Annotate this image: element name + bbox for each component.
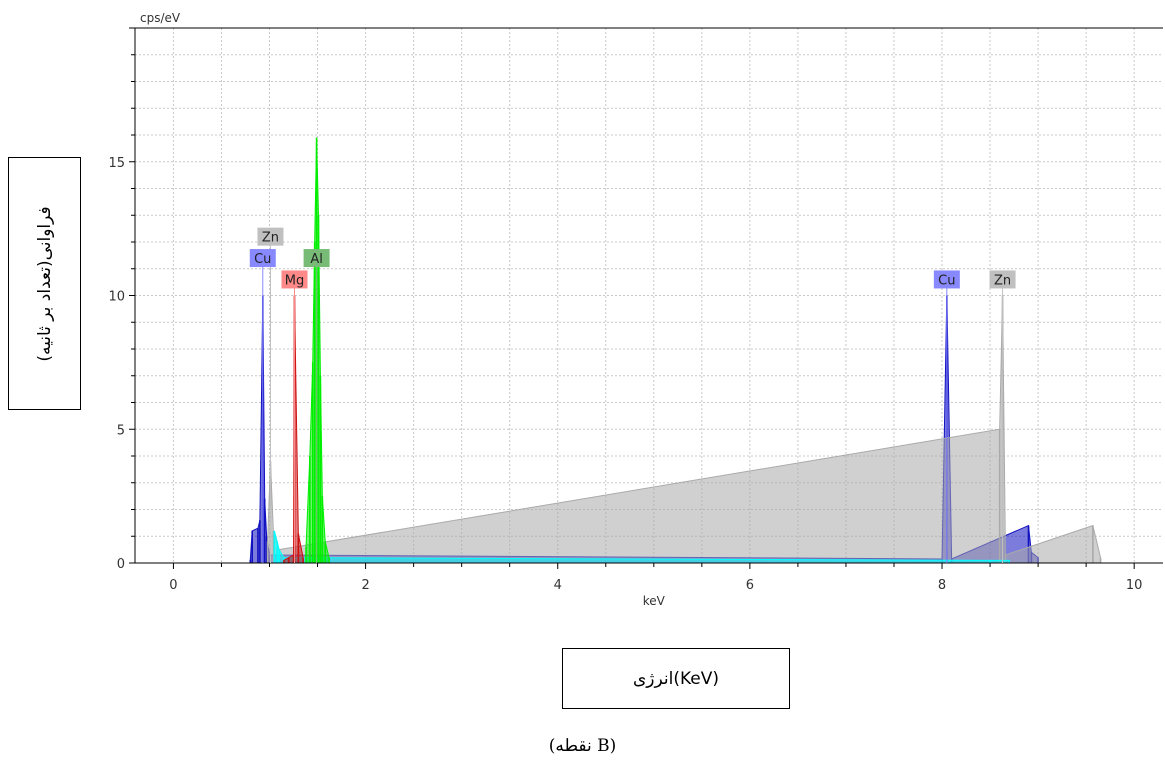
- peak-tag-label: Zn: [994, 273, 1011, 288]
- peak-tag-label: Mg: [285, 273, 304, 288]
- spectrum-series-area: [305, 137, 330, 563]
- spectrum-series-area: [267, 295, 1102, 563]
- y-tick-label: 0: [117, 557, 125, 572]
- y-axis-title: فراوانی(تعداد بر ثانیه): [34, 205, 55, 362]
- x-axis-title-box: انرژی(KeV): [562, 648, 790, 709]
- eds-spectrum-chart: 0 2 4 6 8 10 0 5 10 15 Zn Cu Mg Al Cu Zn cps/eV keV: [108, 11, 1163, 608]
- peak-label-layer: Zn Cu Mg Al Cu Zn: [249, 227, 1016, 563]
- x-tick-label: 4: [554, 578, 562, 593]
- axis-layer: [129, 27, 1163, 569]
- y-tick-label: 15: [108, 156, 125, 171]
- y-tick-label: 10: [108, 290, 125, 305]
- x-axis-title: انرژی(KeV): [632, 668, 719, 689]
- x-tick-label: 0: [169, 578, 177, 593]
- peak-tag-background: [933, 270, 960, 289]
- peak-tag-background: [281, 270, 308, 289]
- x-tick-label: 2: [361, 578, 369, 593]
- x-tick-label: 8: [938, 578, 946, 593]
- x-tick-label: 10: [1126, 578, 1143, 593]
- x-tick-label: 6: [746, 578, 754, 593]
- peak-tag-label: Zn: [262, 231, 279, 246]
- y-unit-label: cps/eV: [140, 11, 181, 25]
- y-axis-title-box: فراوانی(تعداد بر ثانیه): [8, 157, 81, 410]
- peak-tag-background: [249, 249, 276, 268]
- peak-tag-background: [257, 227, 284, 246]
- peak-tag-background: [989, 270, 1016, 289]
- y-tick-label: 5: [117, 423, 125, 438]
- peak-tag-label: Cu: [254, 252, 271, 267]
- peak-tag-background: [303, 249, 330, 268]
- spectrum-series-area: [273, 530, 1010, 563]
- tick-label-layer: 0 2 4 6 8 10 0 5 10 15: [108, 156, 1142, 593]
- figure-caption: (نقطه B): [548, 736, 617, 756]
- x-unit-label: keV: [643, 594, 666, 608]
- peak-tag-label: Al: [310, 252, 323, 267]
- peak-tag-label: Cu: [938, 273, 955, 288]
